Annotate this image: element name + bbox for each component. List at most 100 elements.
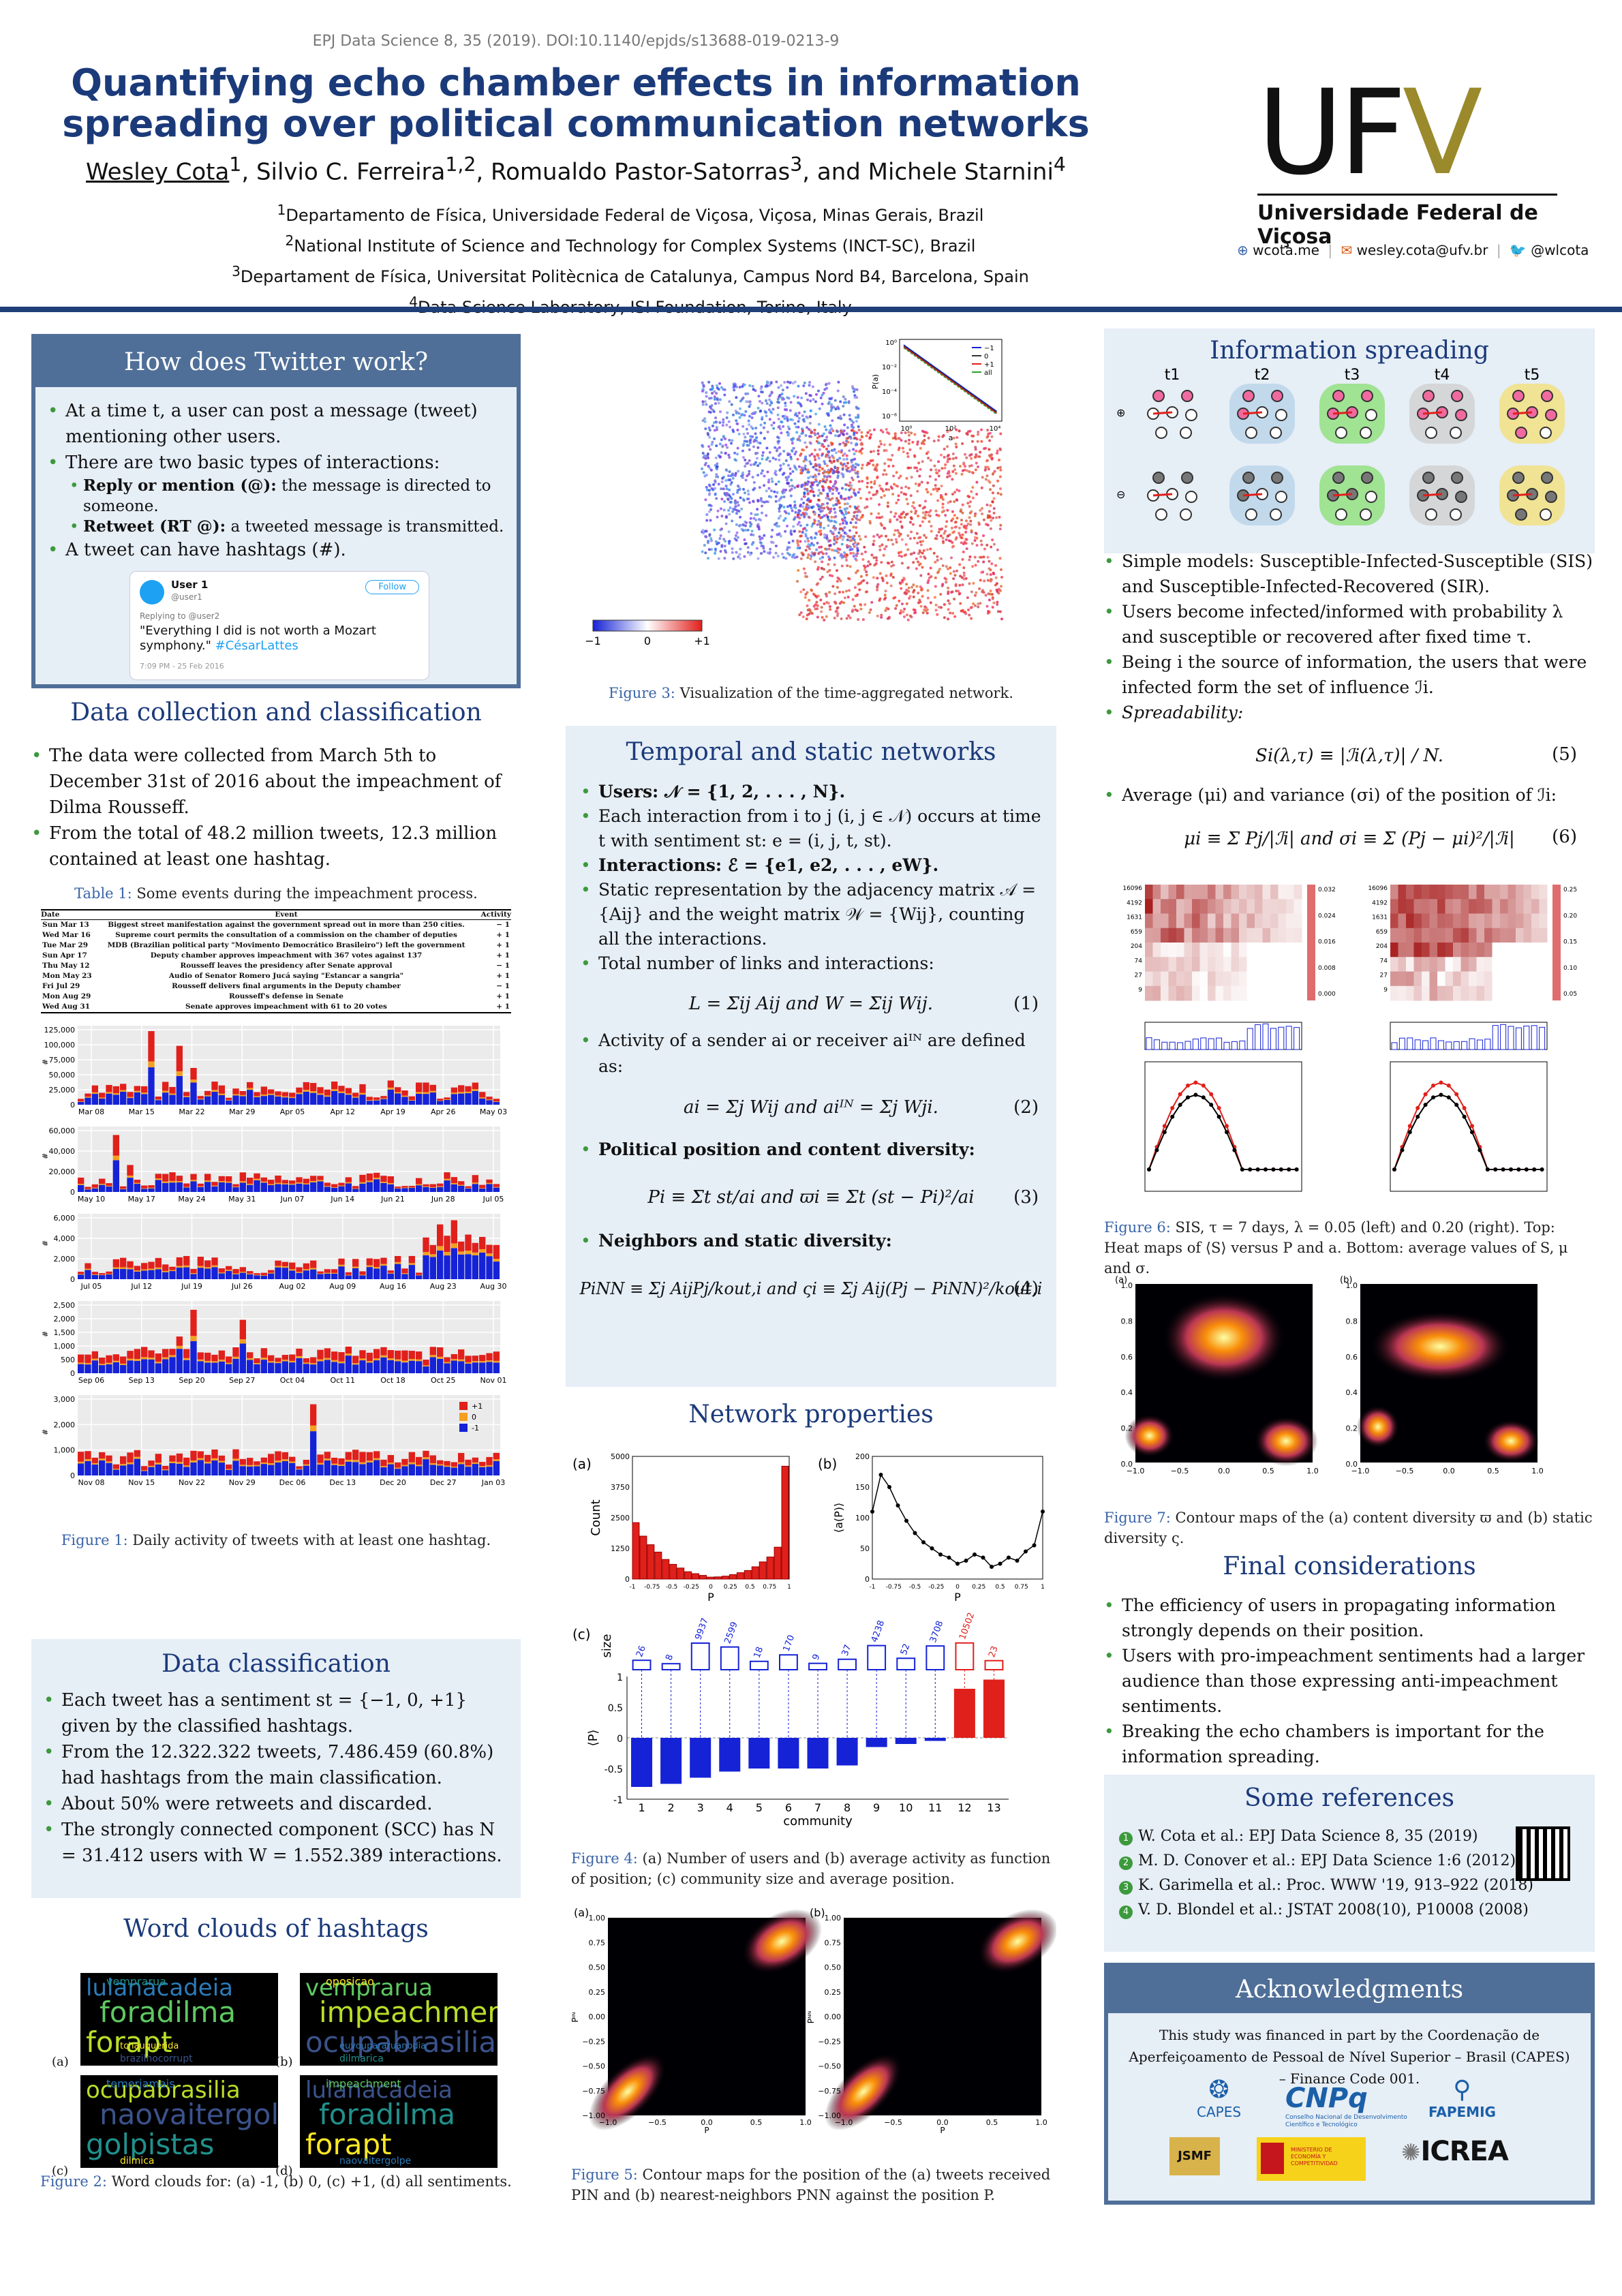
- network-node: [854, 416, 857, 419]
- activity-bar: [176, 1463, 183, 1475]
- network-node: [969, 523, 973, 526]
- table-cell-activity: − 1: [496, 982, 510, 990]
- equation-4-number: (4): [1013, 1279, 1039, 1299]
- contact-web-link[interactable]: wcota.me: [1253, 242, 1319, 258]
- network-node: [985, 604, 989, 608]
- network-node: [985, 503, 989, 506]
- network-node: [891, 493, 895, 496]
- network-node: [812, 493, 816, 497]
- x-tick-label: 2: [668, 1801, 675, 1814]
- network-node: [759, 387, 763, 391]
- author-4: , and Michele Starnini: [802, 158, 1054, 186]
- heatmap-cell: [1278, 928, 1287, 943]
- activity-bar: [289, 1360, 296, 1363]
- heatmap-cell: [1484, 899, 1493, 914]
- activity-bar: [472, 1082, 478, 1090]
- activity-bar: [324, 1460, 331, 1475]
- activity-bar: [429, 1357, 436, 1373]
- activity-bar: [373, 1172, 380, 1178]
- network-node: [711, 440, 714, 444]
- activity-bar: [359, 1095, 366, 1105]
- network-node: [890, 560, 893, 564]
- activity-bar: [408, 1351, 415, 1360]
- figure-6-heatmaps: 1609641921631659204742790.0320.0240.0160…: [1122, 885, 1577, 1192]
- network-node: [849, 545, 853, 549]
- reference-item: 2 M. D. Conover et al.: EPJ Data Science …: [1119, 1849, 1595, 1873]
- network-node: [978, 587, 981, 590]
- activity-bar: [91, 1358, 98, 1361]
- follow-button[interactable]: Follow: [365, 580, 419, 594]
- spreading-text: Simple models: Susceptible-Infected-Susc…: [1104, 549, 1595, 866]
- network-node: [845, 432, 848, 435]
- heatmap-cell: [1453, 985, 1461, 1001]
- heatmap-cell: [1413, 985, 1422, 1001]
- network-node: [958, 563, 962, 566]
- contact-twitter-link[interactable]: @wlcota: [1531, 242, 1589, 258]
- network-node: [804, 549, 808, 552]
- final-bullet-1: The efficiency of users in propagating i…: [1104, 1593, 1595, 1643]
- network-node: [759, 519, 763, 522]
- activity-bar: [429, 1184, 436, 1187]
- activity-bar: [120, 1257, 127, 1268]
- activity-bar: [395, 1264, 401, 1279]
- x-tick-label: 12: [958, 1801, 971, 1814]
- activity-bar: [141, 1471, 148, 1475]
- activity-bar: [338, 1363, 345, 1373]
- network-node: [840, 511, 844, 515]
- network-node: [952, 570, 955, 573]
- network-node: [831, 442, 834, 445]
- activity-bar: [401, 1273, 408, 1274]
- activity-bar: [380, 1176, 387, 1182]
- activity-bar: [366, 1352, 373, 1362]
- network-node: [724, 522, 728, 525]
- heatmap-cell: [1523, 971, 1532, 987]
- network-node: [711, 392, 714, 395]
- logo-rule: [1257, 194, 1557, 196]
- activity-bar: [204, 1090, 211, 1096]
- contact-email-link[interactable]: wesley.cota@ufv.br: [1356, 242, 1488, 258]
- activity-bar: [289, 1362, 296, 1373]
- network-node: [949, 572, 952, 575]
- network-node: [992, 542, 996, 546]
- activity-bar: [211, 1186, 218, 1192]
- activity-bar: [112, 1135, 119, 1156]
- activity-bar: [141, 1347, 148, 1358]
- network-node: [795, 425, 798, 429]
- word-cloud-word: forapt: [305, 2128, 392, 2161]
- network-node: [866, 505, 869, 508]
- x-tick-label: Jul 26: [231, 1282, 253, 1291]
- ufv-logo-mark: UFV: [1257, 74, 1557, 192]
- activity-bar: [479, 1466, 486, 1467]
- network-node: [893, 533, 896, 536]
- network-node: [722, 508, 726, 512]
- network-node: [926, 581, 930, 585]
- x-axis-label: P: [940, 2126, 945, 2133]
- spread-state: [1319, 384, 1385, 444]
- table-cell-activity: + 1: [496, 1002, 510, 1011]
- histogram-bar: [714, 1576, 722, 1580]
- network-node: [936, 555, 939, 558]
- activity-bar: [106, 1186, 112, 1192]
- activity-bar: [465, 1465, 472, 1467]
- network-node: [911, 504, 914, 508]
- activity-bar: [465, 1188, 472, 1192]
- network-node: [850, 461, 853, 464]
- network-node: [984, 594, 988, 597]
- activity-bar: [247, 1184, 254, 1192]
- network-node: [791, 442, 794, 445]
- activity-bar: [324, 1095, 331, 1097]
- x-tick-label: 5: [756, 1801, 763, 1814]
- activity-bar: [169, 1455, 176, 1462]
- network-node: [838, 443, 841, 446]
- tweet-hashtag[interactable]: #CésarLattes: [215, 639, 299, 653]
- heatmap-cell: [1539, 971, 1548, 987]
- qr-code-icon[interactable]: [1516, 1826, 1570, 1881]
- network-node: [827, 508, 830, 511]
- y-axis-label: Count: [589, 1499, 603, 1535]
- network-node: [748, 384, 752, 387]
- activity-bar: [197, 1183, 204, 1187]
- network-node: [960, 523, 963, 526]
- contour-panel: (b)1.00.80.60.40.20.0−1.0 −0.5 0.0 0.5 1.0: [1340, 1275, 1544, 1475]
- x-tick-label: Aug 16: [380, 1282, 406, 1291]
- equation-5: Si(λ,τ) ≡ |ℐi(λ,τ)| / N. (5): [1104, 729, 1595, 782]
